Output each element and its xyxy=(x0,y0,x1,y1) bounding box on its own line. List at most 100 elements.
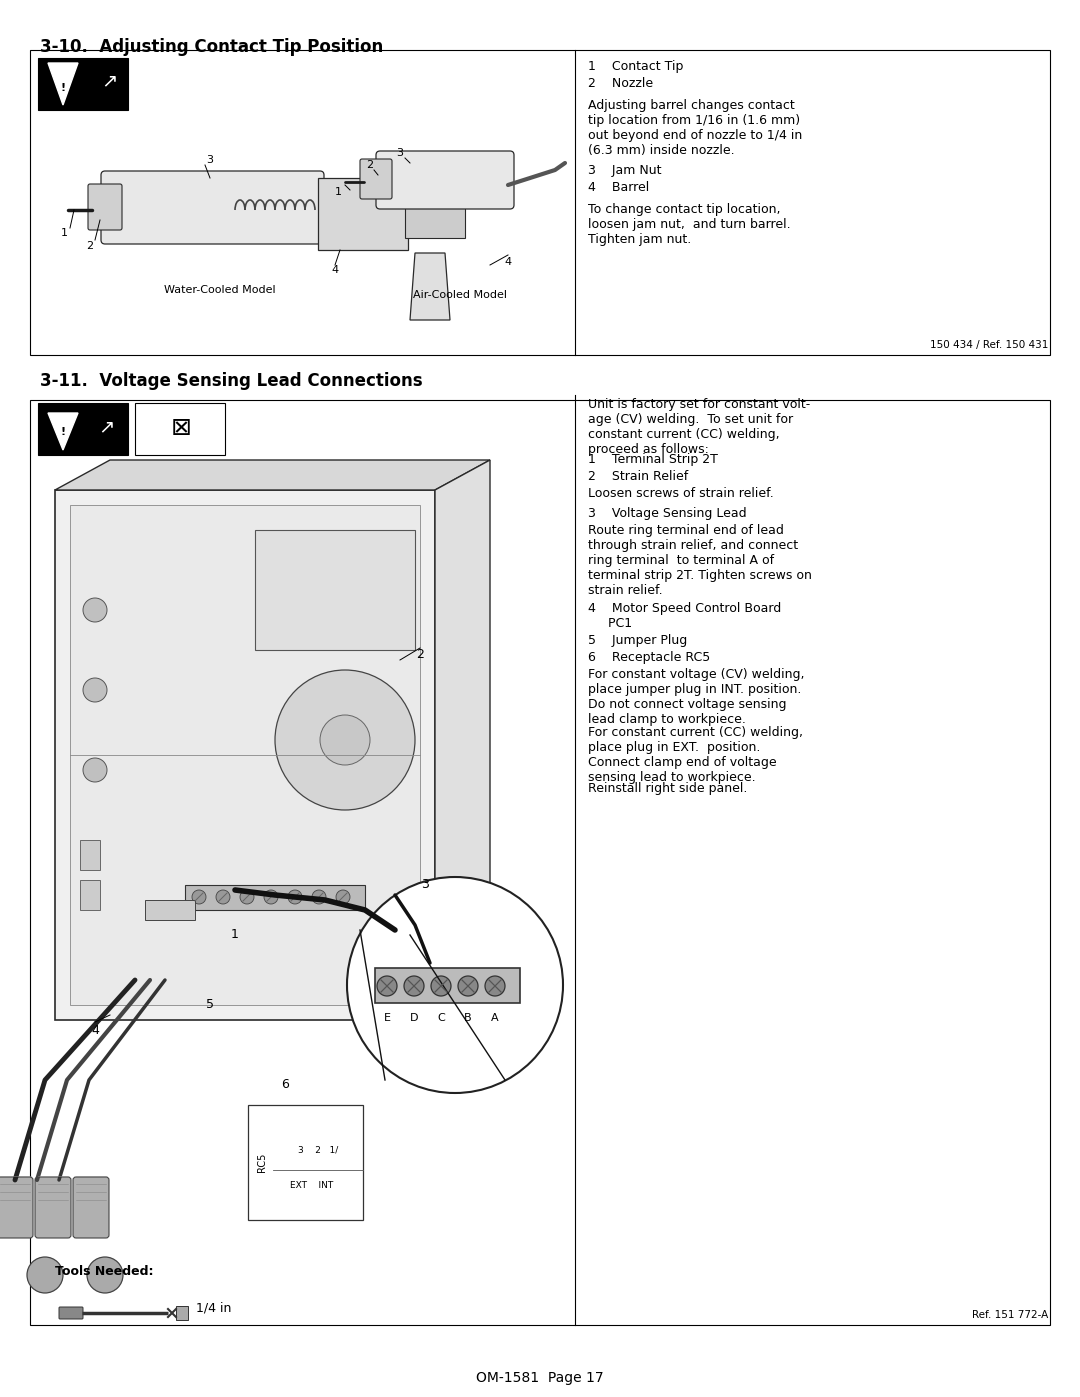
Circle shape xyxy=(336,890,350,904)
Text: 6    Receptacle RC5: 6 Receptacle RC5 xyxy=(588,651,711,664)
FancyBboxPatch shape xyxy=(375,968,519,1003)
FancyBboxPatch shape xyxy=(55,490,435,1020)
Circle shape xyxy=(83,678,107,703)
FancyBboxPatch shape xyxy=(80,880,100,909)
FancyBboxPatch shape xyxy=(80,840,100,870)
Circle shape xyxy=(275,671,415,810)
Text: Adjusting barrel changes contact
tip location from 1/16 in (1.6 mm)
out beyond e: Adjusting barrel changes contact tip loc… xyxy=(588,99,802,156)
FancyBboxPatch shape xyxy=(185,886,365,909)
Text: Tools Needed:: Tools Needed: xyxy=(55,1266,153,1278)
Polygon shape xyxy=(435,460,490,1020)
Text: 1    Terminal Strip 2T: 1 Terminal Strip 2T xyxy=(588,453,718,467)
FancyBboxPatch shape xyxy=(318,177,408,250)
Text: 2    Strain Relief: 2 Strain Relief xyxy=(588,469,688,483)
Circle shape xyxy=(192,890,206,904)
Text: 4: 4 xyxy=(91,1024,99,1037)
Circle shape xyxy=(216,890,230,904)
Polygon shape xyxy=(48,414,78,450)
Text: $\boxtimes$: $\boxtimes$ xyxy=(170,416,190,440)
Text: Air-Cooled Model: Air-Cooled Model xyxy=(413,291,507,300)
Text: EXT    INT: EXT INT xyxy=(291,1180,334,1189)
Circle shape xyxy=(87,1257,123,1294)
Text: Route ring terminal end of lead
through strain relief, and connect
ring terminal: Route ring terminal end of lead through … xyxy=(588,524,812,597)
Text: Reinstall right side panel.: Reinstall right side panel. xyxy=(588,782,747,795)
Text: 3: 3 xyxy=(206,155,214,165)
Circle shape xyxy=(347,877,563,1092)
FancyBboxPatch shape xyxy=(248,1105,363,1220)
Text: 5    Jumper Plug: 5 Jumper Plug xyxy=(588,634,687,647)
Circle shape xyxy=(431,977,451,996)
Text: 4: 4 xyxy=(332,265,338,275)
FancyBboxPatch shape xyxy=(360,159,392,198)
Text: 3-11.  Voltage Sensing Lead Connections: 3-11. Voltage Sensing Lead Connections xyxy=(40,372,422,390)
FancyBboxPatch shape xyxy=(38,59,129,110)
Text: 3: 3 xyxy=(396,148,404,158)
Circle shape xyxy=(312,890,326,904)
FancyBboxPatch shape xyxy=(30,50,1050,355)
FancyBboxPatch shape xyxy=(135,402,225,455)
Circle shape xyxy=(240,890,254,904)
FancyBboxPatch shape xyxy=(70,504,420,1004)
Text: !: ! xyxy=(60,82,66,94)
FancyBboxPatch shape xyxy=(87,184,122,231)
Circle shape xyxy=(27,1257,63,1294)
Text: D: D xyxy=(409,1013,418,1023)
FancyBboxPatch shape xyxy=(176,1306,188,1320)
Text: To change contact tip location,
loosen jam nut,  and turn barrel.
Tighten jam nu: To change contact tip location, loosen j… xyxy=(588,203,791,246)
FancyBboxPatch shape xyxy=(30,400,1050,1324)
Text: $\nearrow$: $\nearrow$ xyxy=(95,419,114,437)
Text: 2: 2 xyxy=(366,161,374,170)
FancyBboxPatch shape xyxy=(405,190,465,237)
Text: C: C xyxy=(437,1013,445,1023)
Text: 4    Motor Speed Control Board
     PC1: 4 Motor Speed Control Board PC1 xyxy=(588,602,781,630)
Text: A: A xyxy=(491,1013,499,1023)
FancyBboxPatch shape xyxy=(59,1308,83,1319)
Text: 5: 5 xyxy=(206,999,214,1011)
FancyBboxPatch shape xyxy=(73,1178,109,1238)
Text: 2    Nozzle: 2 Nozzle xyxy=(588,77,653,89)
Circle shape xyxy=(377,977,397,996)
Text: OM-1581  Page 17: OM-1581 Page 17 xyxy=(476,1370,604,1384)
Text: Unit is factory set for constant volt-
age (CV) welding.  To set unit for
consta: Unit is factory set for constant volt- a… xyxy=(588,398,810,455)
Text: RC5: RC5 xyxy=(257,1153,267,1172)
Text: 3: 3 xyxy=(421,879,429,891)
Text: $\nearrow$: $\nearrow$ xyxy=(98,73,118,91)
Circle shape xyxy=(458,977,478,996)
FancyBboxPatch shape xyxy=(38,402,129,455)
Text: !: ! xyxy=(60,427,66,437)
Text: 1: 1 xyxy=(335,187,341,197)
Text: 6: 6 xyxy=(281,1078,289,1091)
Text: 2: 2 xyxy=(86,242,94,251)
Circle shape xyxy=(83,759,107,782)
Text: 1    Contact Tip: 1 Contact Tip xyxy=(588,60,684,73)
Text: 1: 1 xyxy=(60,228,67,237)
Polygon shape xyxy=(410,253,450,320)
Text: Loosen screws of strain relief.: Loosen screws of strain relief. xyxy=(588,488,773,500)
Text: 1/4 in: 1/4 in xyxy=(195,1302,231,1315)
Text: B: B xyxy=(464,1013,472,1023)
Text: E: E xyxy=(383,1013,391,1023)
FancyBboxPatch shape xyxy=(0,1178,33,1238)
Circle shape xyxy=(288,890,302,904)
Circle shape xyxy=(320,715,370,766)
Circle shape xyxy=(404,977,424,996)
Text: 150 434 / Ref. 150 431: 150 434 / Ref. 150 431 xyxy=(930,339,1048,351)
Polygon shape xyxy=(55,460,490,490)
Text: 1: 1 xyxy=(231,929,239,942)
FancyBboxPatch shape xyxy=(255,529,415,650)
Text: 3    Voltage Sensing Lead: 3 Voltage Sensing Lead xyxy=(588,507,746,520)
Text: 2: 2 xyxy=(416,648,424,662)
FancyBboxPatch shape xyxy=(376,151,514,210)
Polygon shape xyxy=(48,63,78,105)
FancyBboxPatch shape xyxy=(145,900,195,921)
Circle shape xyxy=(485,977,505,996)
Text: 4: 4 xyxy=(504,257,512,267)
Text: 3-10.  Adjusting Contact Tip Position: 3-10. Adjusting Contact Tip Position xyxy=(40,38,383,56)
FancyBboxPatch shape xyxy=(102,170,324,244)
Circle shape xyxy=(264,890,278,904)
Circle shape xyxy=(83,598,107,622)
FancyBboxPatch shape xyxy=(35,1178,71,1238)
Text: 3    Jam Nut: 3 Jam Nut xyxy=(588,163,661,177)
Text: Ref. 151 772-A: Ref. 151 772-A xyxy=(972,1310,1048,1320)
Text: For constant voltage (CV) welding,
place jumper plug in INT. position.
Do not co: For constant voltage (CV) welding, place… xyxy=(588,668,805,726)
